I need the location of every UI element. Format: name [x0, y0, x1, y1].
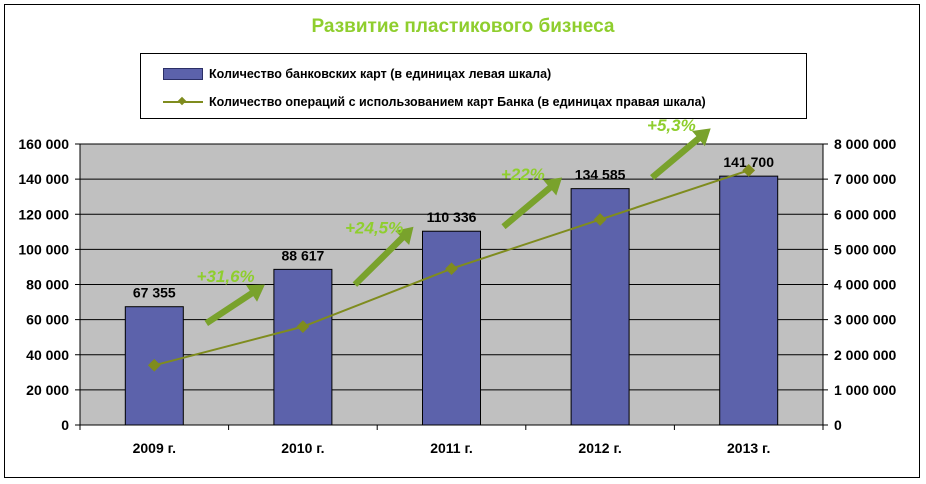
- bar: [273, 268, 333, 426]
- y-left-tick-label: 20 000: [26, 382, 69, 398]
- legend-item-operations: Количество операций с использованием кар…: [163, 94, 706, 110]
- bar-data-label: 134 585: [575, 167, 626, 183]
- legend-swatch-bar: [163, 68, 203, 80]
- line-point: [147, 358, 161, 372]
- legend-item-cards: Количество банковских карт (в единицах л…: [163, 66, 551, 82]
- growth-annotation: +24,5%: [345, 219, 403, 238]
- legend-label-operations: Количество операций с использованием кар…: [209, 95, 706, 109]
- chart-title: Развитие пластикового бизнеса: [311, 16, 615, 37]
- y-right-tick-label: 8 000 000: [834, 136, 896, 152]
- bar-data-label: 67 355: [133, 285, 176, 301]
- y-right-tick-label: 5 000 000: [834, 241, 896, 257]
- y-right-tick-label: 1 000 000: [834, 382, 896, 398]
- bar: [422, 230, 481, 426]
- y-left-tick-label: 80 000: [26, 277, 69, 293]
- bar-data-label: 141 700: [723, 154, 774, 170]
- y-left-tick-label: 0: [61, 417, 69, 433]
- y-left-tick-label: 40 000: [26, 347, 69, 363]
- y-right-tick-label: 3 000 000: [834, 312, 896, 328]
- x-tick-label: 2013 г.: [727, 440, 770, 456]
- growth-arrow: [650, 128, 711, 180]
- bar-data-label: 88 617: [281, 247, 324, 263]
- x-tick-label: 2012 г.: [578, 440, 621, 456]
- y-right-tick-label: 6 000 000: [834, 206, 896, 222]
- growth-annotation: +31,6%: [197, 267, 255, 286]
- y-left-tick-label: 120 000: [18, 206, 69, 222]
- legend-swatch-line: [163, 96, 203, 108]
- growth-annotation: +22%: [501, 165, 545, 184]
- y-left-tick-label: 160 000: [18, 136, 69, 152]
- x-tick-label: 2011 г.: [430, 440, 473, 456]
- legend: Количество банковских карт (в единицах л…: [140, 53, 807, 119]
- x-tick-label: 2009 г.: [133, 440, 176, 456]
- legend-label-cards: Количество банковских карт (в единицах л…: [209, 67, 552, 81]
- y-left-tick-label: 60 000: [26, 312, 69, 328]
- growth-arrow: [204, 284, 265, 326]
- x-tick-label: 2010 г.: [281, 440, 324, 456]
- bar-data-label: 110 336: [427, 209, 477, 225]
- y-left-tick-label: 100 000: [18, 241, 69, 257]
- y-left-tick-label: 140 000: [18, 171, 69, 187]
- bar: [719, 175, 779, 426]
- y-right-tick-label: 2 000 000: [834, 347, 896, 363]
- growth-annotation: +5,3%: [647, 116, 696, 135]
- line-point: [296, 320, 310, 334]
- growth-arrow: [352, 226, 414, 287]
- y-right-tick-label: 4 000 000: [834, 277, 896, 293]
- y-right-tick-label: 7 000 000: [834, 171, 896, 187]
- bar: [570, 188, 630, 426]
- line-point: [445, 262, 458, 276]
- y-right-tick-label: 0: [834, 417, 842, 433]
- growth-arrow: [501, 177, 563, 230]
